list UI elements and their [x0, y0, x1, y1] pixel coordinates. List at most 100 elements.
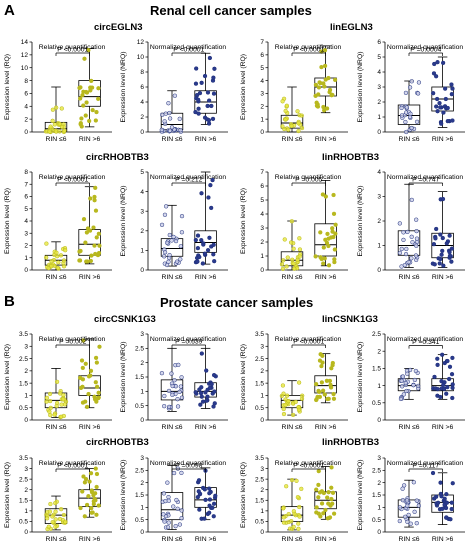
data-point	[211, 91, 217, 96]
p-value-label: P =0.005	[295, 177, 322, 184]
data-point	[326, 396, 331, 401]
data-point	[178, 244, 183, 249]
data-point	[413, 368, 419, 374]
data-point	[48, 405, 53, 411]
y-tick-label: 4	[260, 78, 264, 85]
data-point	[159, 371, 165, 376]
data-point	[196, 478, 202, 483]
data-point	[164, 262, 170, 268]
category-label: RIN ≤6	[281, 536, 302, 543]
data-point	[208, 183, 213, 188]
y-axis-label: Expression level (NRQ)	[120, 459, 127, 530]
y-tick-label: 3.5	[255, 331, 264, 338]
category-label: RIN ≤6	[281, 274, 302, 281]
y-tick-label: 2.5	[372, 331, 381, 338]
data-point	[320, 353, 325, 358]
data-point	[294, 478, 299, 483]
data-point	[320, 192, 326, 197]
y-tick-label: 2.5	[255, 356, 264, 363]
data-point	[162, 250, 168, 255]
data-point	[202, 73, 208, 79]
data-point	[172, 378, 177, 383]
category-label: RIN ≤6	[45, 136, 66, 143]
p-value-label: P =0.639	[175, 339, 202, 346]
data-point	[284, 264, 289, 269]
data-point	[329, 465, 334, 470]
data-point	[179, 214, 185, 219]
y-tick-label: 1.5	[135, 374, 144, 381]
data-point	[96, 250, 102, 256]
data-point	[399, 378, 404, 383]
data-point	[56, 260, 61, 265]
y-tick-label: 10	[21, 65, 29, 72]
data-point	[175, 466, 181, 471]
data-point	[46, 524, 51, 529]
data-point	[317, 394, 323, 399]
data-point	[319, 49, 324, 54]
data-point	[324, 378, 329, 383]
category-label: RIN ≤6	[161, 136, 182, 143]
data-point	[286, 511, 291, 517]
data-point	[211, 501, 217, 506]
data-point	[331, 211, 337, 216]
y-tick-label: 3	[377, 455, 381, 462]
data-point	[285, 255, 290, 260]
data-point	[63, 519, 68, 525]
data-point	[449, 246, 455, 251]
data-point	[403, 119, 408, 125]
category-label: RIN >6	[195, 136, 217, 143]
p-value-label: P <0.0001	[293, 47, 324, 54]
y-tick-label: 2	[24, 243, 28, 250]
data-point	[319, 501, 325, 506]
y-tick-label: 0	[377, 267, 381, 274]
data-point	[90, 510, 95, 515]
data-point	[199, 191, 204, 196]
data-point	[444, 492, 449, 497]
data-point	[435, 356, 440, 361]
data-point	[431, 242, 437, 247]
data-point	[288, 240, 294, 245]
data-point	[50, 118, 55, 123]
data-point	[400, 486, 405, 491]
y-tick-label: 8	[24, 78, 28, 85]
category-label: RIN >6	[195, 536, 217, 543]
data-point	[83, 476, 89, 482]
data-point	[284, 484, 289, 489]
category-label: RIN ≤6	[281, 136, 302, 143]
data-point	[314, 487, 319, 492]
data-point	[166, 498, 171, 503]
data-point	[409, 125, 414, 131]
category-label: RIN >6	[432, 536, 454, 543]
y-tick-label: 2	[260, 103, 264, 110]
data-point	[431, 91, 436, 96]
category-label: RIN >6	[79, 136, 101, 143]
data-point	[47, 409, 52, 414]
data-point	[397, 518, 402, 524]
data-point	[407, 85, 413, 90]
data-point	[326, 75, 331, 81]
data-point	[314, 510, 319, 515]
data-point	[207, 510, 212, 515]
data-point	[414, 228, 419, 234]
data-point	[412, 377, 417, 383]
data-point	[409, 256, 414, 261]
data-point	[439, 121, 444, 126]
data-point	[52, 412, 57, 417]
data-point	[281, 515, 286, 520]
y-tick-label: 2.5	[19, 356, 28, 363]
data-point	[283, 402, 288, 408]
data-point	[444, 500, 450, 505]
y-tick-label: 1.5	[255, 497, 264, 504]
y-tick-label: 2.5	[19, 476, 28, 483]
y-axis-label: Expression level (RQ)	[240, 54, 247, 120]
data-point	[88, 258, 94, 264]
data-point	[166, 404, 172, 410]
y-tick-label: 1	[377, 243, 381, 250]
data-point	[291, 261, 296, 266]
chart-panel-6: Normalized quantification 0 1 2 3 4 5 Expressio…	[120, 169, 228, 281]
data-point	[295, 494, 301, 500]
data-point	[179, 516, 184, 521]
data-point	[331, 192, 336, 198]
data-point	[58, 507, 64, 512]
p-value-label: P =0.117	[412, 463, 439, 470]
